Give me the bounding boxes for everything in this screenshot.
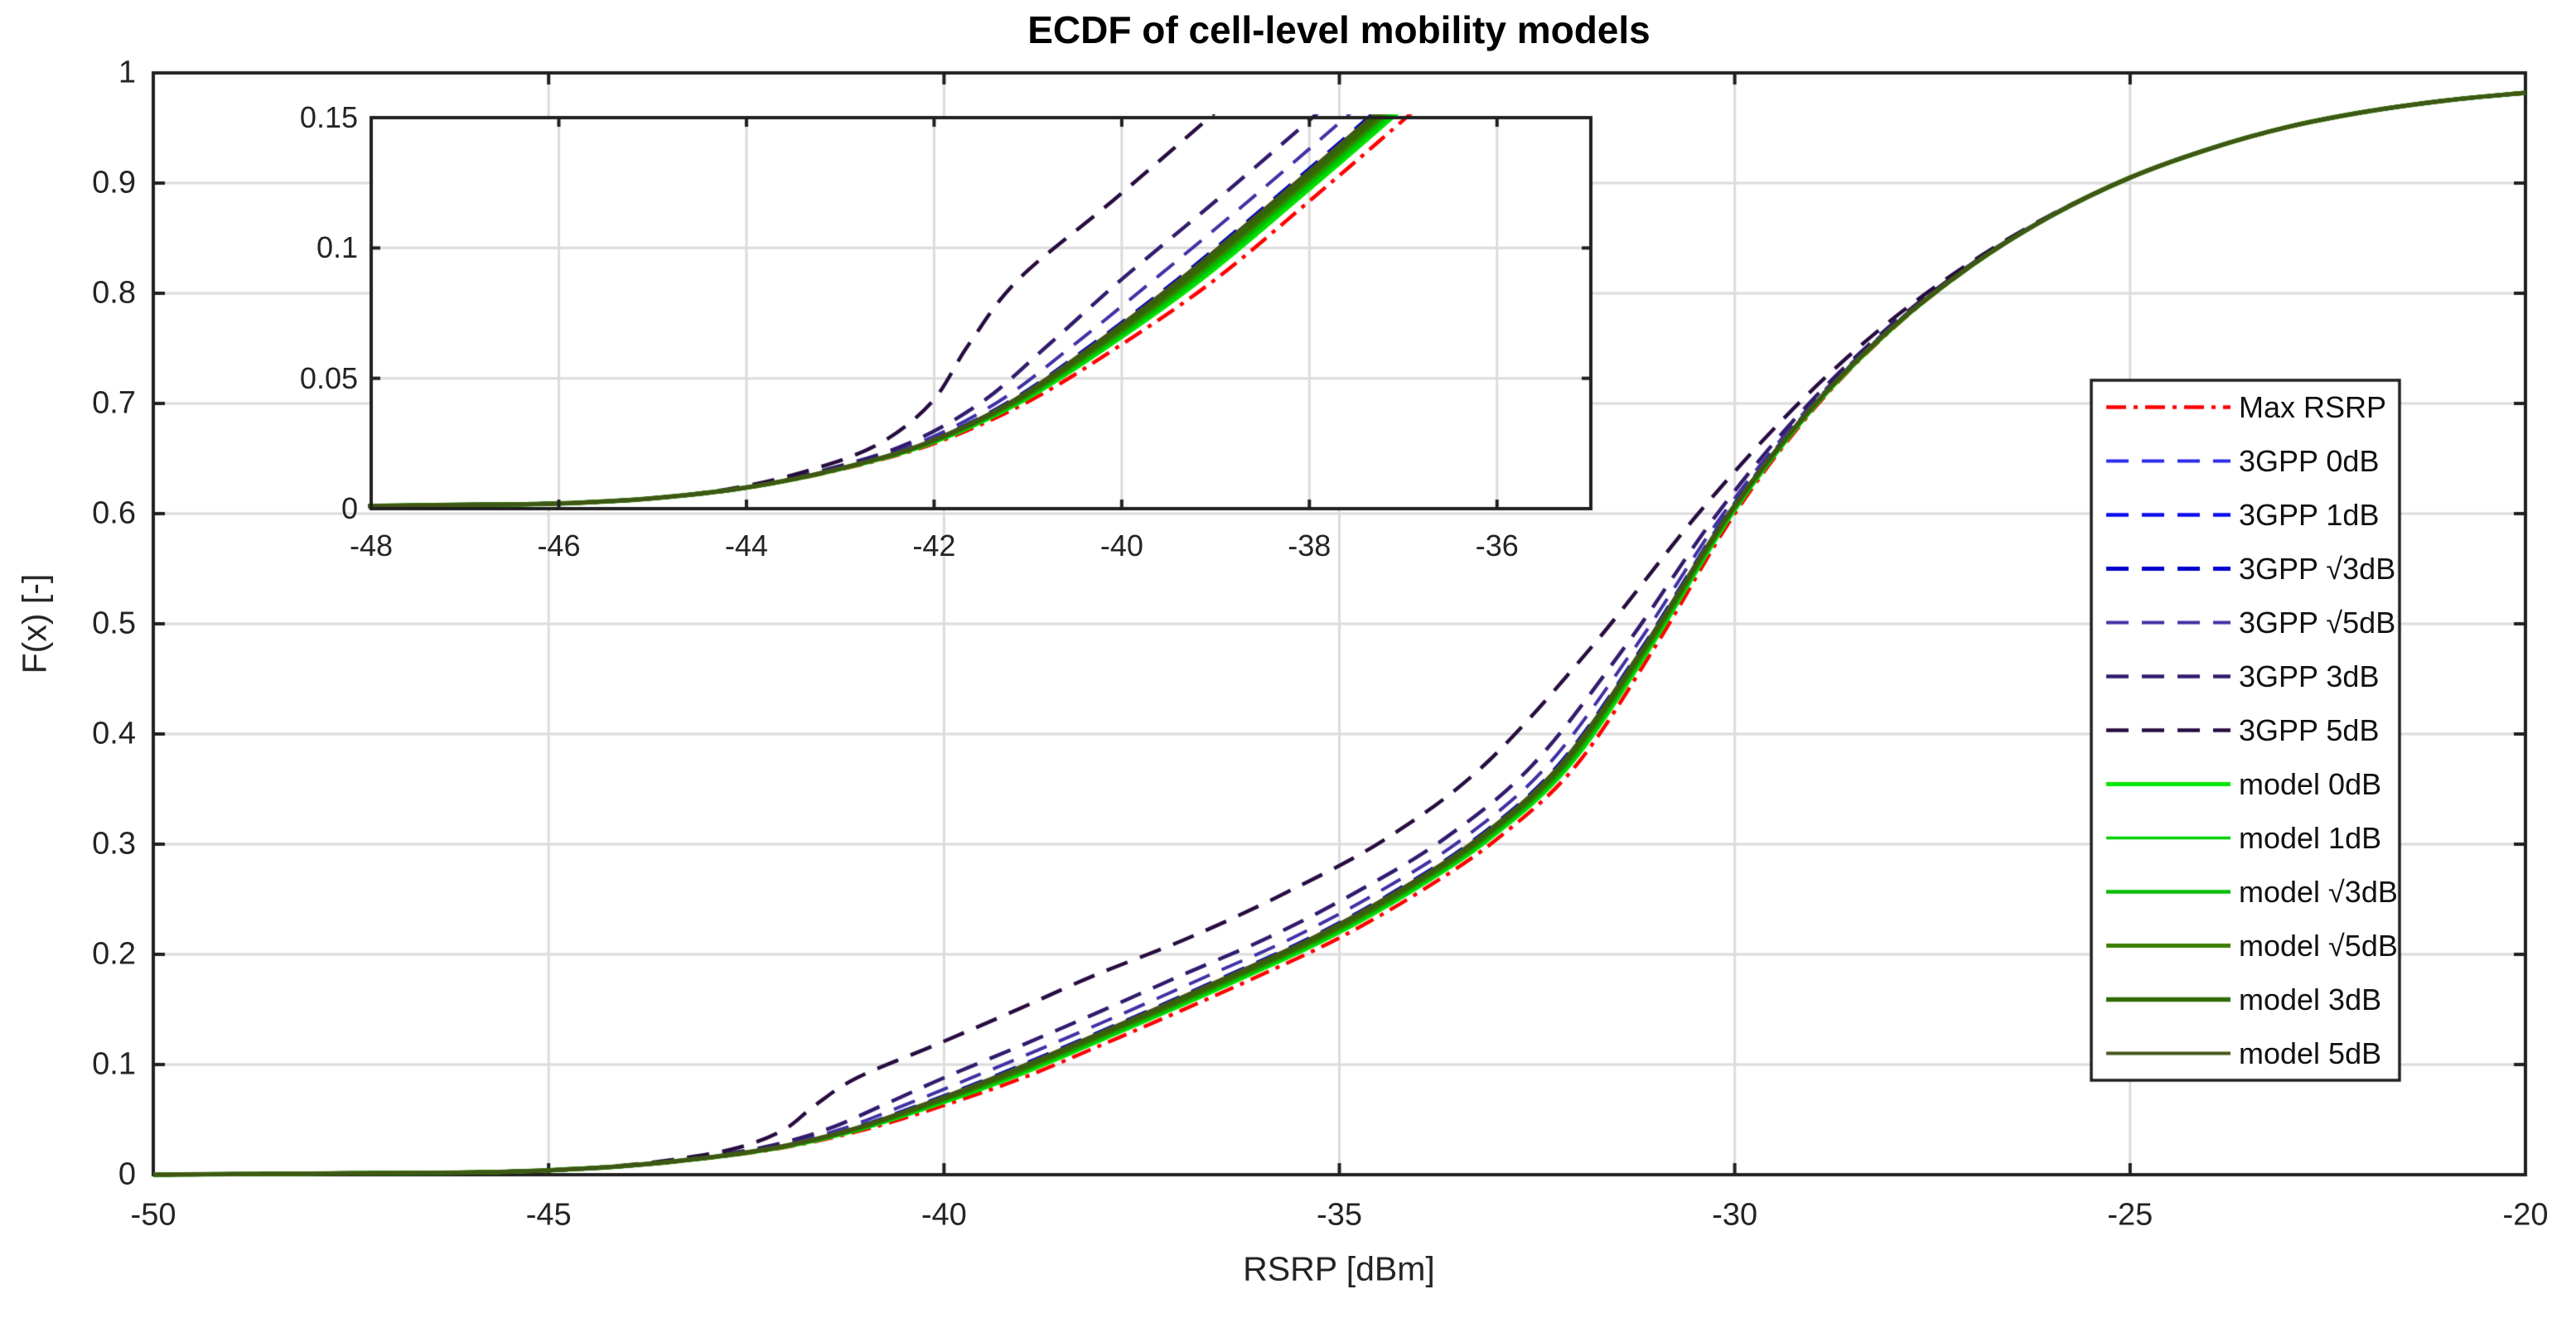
inset-y-tick-label: 0.05 [299,360,358,395]
legend-entry-label: 3GPP 5dB [2239,712,2380,747]
x-tick-label: -25 [2107,1197,2153,1233]
chart-title: ECDF of cell-level mobility models [1027,8,1650,51]
legend-entry-label: 3GPP √3dB [2239,551,2396,586]
y-tick-label: 0.9 [92,165,136,200]
y-tick-label: 0 [118,1156,136,1192]
legend-entry-label: model √3dB [2239,874,2398,909]
y-tick-label: 0.6 [92,495,136,531]
x-tick-label: -20 [2502,1197,2549,1233]
legend-entry-label: 3GPP 1dB [2239,497,2380,532]
y-tick-label: 0.7 [92,385,136,421]
y-tick-label: 0.5 [92,606,136,641]
inset-y-tick-label: 0.15 [299,100,358,134]
inset-x-tick-label: -42 [912,529,956,563]
inset-x-tick-label: -36 [1475,529,1519,563]
x-tick-label: -30 [1712,1197,1758,1233]
x-tick-label: -35 [1317,1197,1362,1233]
legend-entry-label: Max RSRP [2239,389,2387,424]
legend-entry-label: 3GPP 0dB [2239,443,2380,478]
x-axis-label: RSRP [dBm] [1243,1249,1435,1288]
inset-x-tick-label: -38 [1288,529,1331,563]
inset-x-tick-label: -40 [1100,529,1143,563]
x-tick-label: -45 [525,1197,572,1233]
y-axis-label: F(x) [-] [15,573,54,674]
inset-y-tick-label: 0 [341,491,358,525]
inset-y-tick-label: 0.1 [316,230,358,265]
x-tick-label: -50 [130,1197,176,1233]
y-tick-label: 0.2 [92,936,136,972]
legend-entry-label: model 5dB [2239,1036,2382,1070]
y-tick-label: 0.1 [92,1046,136,1082]
legend-entry-label: model 0dB [2239,766,2382,801]
inset-x-tick-label: -44 [724,529,768,563]
y-tick-label: 1 [118,55,136,90]
legend-entry-label: 3GPP 3dB [2239,659,2380,693]
legend-entry-label: model 3dB [2239,982,2382,1016]
legend-entry-label: 3GPP √5dB [2239,605,2396,640]
y-tick-label: 0.3 [92,826,136,862]
x-tick-label: -40 [921,1197,967,1233]
inset-x-tick-label: -48 [349,529,394,563]
inset-x-tick-label: -46 [537,529,581,563]
legend-entry-label: model √5dB [2239,928,2398,963]
y-tick-label: 0.8 [92,275,136,311]
y-tick-label: 0.4 [92,716,136,751]
legend-entry-label: model 1dB [2239,820,2382,855]
